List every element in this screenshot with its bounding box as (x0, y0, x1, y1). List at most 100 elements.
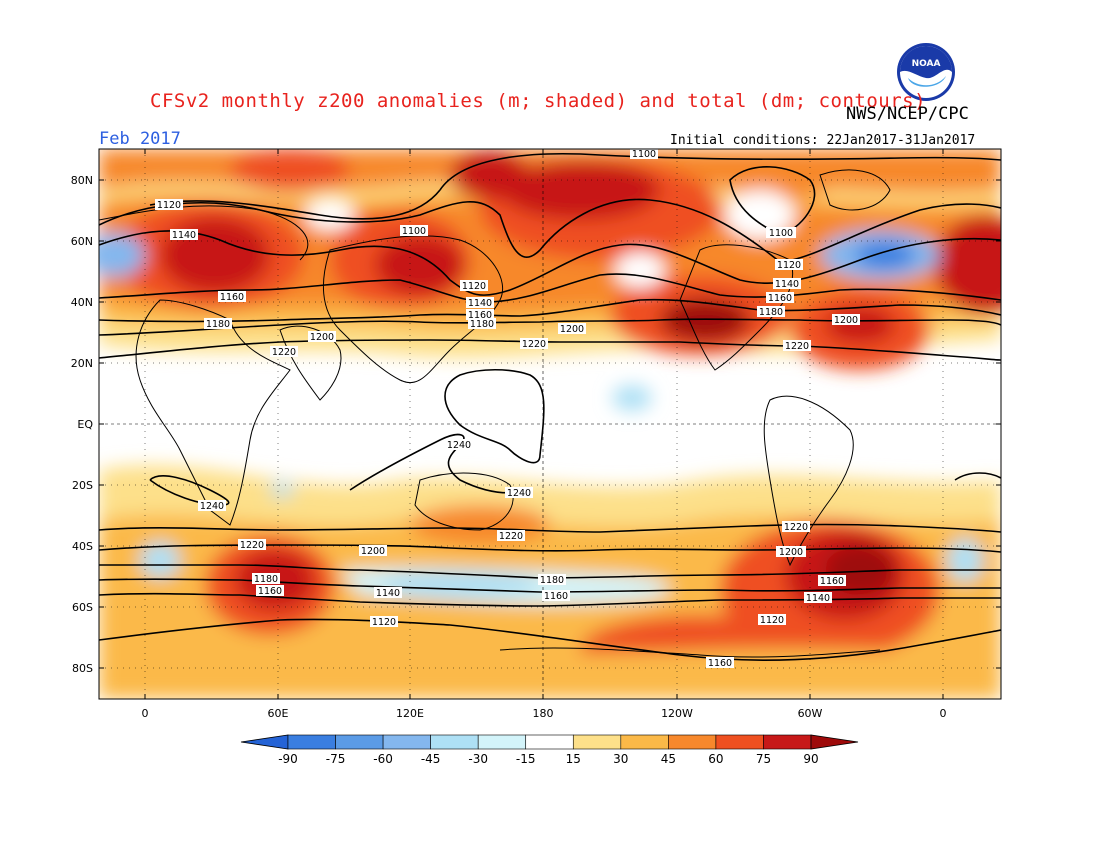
colorbar-boxes (287, 734, 812, 750)
svg-text:1160: 1160 (258, 586, 282, 597)
contour-label: 1100 (766, 227, 796, 239)
colorbar-box (335, 734, 384, 750)
contour-label: 1200 (308, 331, 336, 343)
svg-text:1100: 1100 (632, 149, 656, 160)
colorbar-box (287, 734, 336, 750)
contour-label: 1140 (374, 587, 402, 599)
svg-text:1220: 1220 (499, 531, 523, 542)
contour-label: 1140 (804, 592, 832, 604)
svg-text:1140: 1140 (172, 230, 196, 241)
svg-text:1240: 1240 (447, 440, 471, 451)
svg-text:1220: 1220 (240, 540, 264, 551)
colorbar-label: -90 (278, 752, 298, 766)
svg-text:1160: 1160 (220, 292, 244, 303)
lon-label: 0 (940, 707, 947, 720)
svg-text:1120: 1120 (777, 260, 801, 271)
contour-label: 1200 (558, 323, 586, 335)
contour-label: 1220 (270, 346, 298, 358)
contour-label: 1160 (218, 291, 246, 303)
contour-label: 1180 (757, 306, 785, 318)
colorbar-box (572, 734, 622, 750)
svg-text:1200: 1200 (779, 547, 803, 558)
svg-text:1160: 1160 (768, 293, 792, 304)
colorbar-label: 60 (708, 752, 723, 766)
lat-label: 40S (72, 540, 93, 553)
svg-text:1160: 1160 (468, 310, 492, 321)
contour-label: 1140 (466, 297, 494, 309)
contour-label: 1180 (252, 573, 280, 585)
svg-text:1200: 1200 (361, 546, 385, 557)
contour-label: 1120 (758, 614, 786, 626)
contour-label: 1100 (630, 148, 658, 160)
lat-label: 60S (72, 601, 93, 614)
contour-label: 1140 (170, 229, 198, 241)
svg-text:1140: 1140 (806, 593, 830, 604)
contour-label: 1120 (370, 616, 398, 628)
height-contours (99, 152, 1001, 661)
contour-labels: 1100 1100 1100 1120 1120 1120 1140 1140 … (155, 148, 860, 669)
organization-label: NWS/NCEP/CPC (846, 104, 969, 124)
colorbar-label: 30 (613, 752, 628, 766)
colorbar-label: -30 (468, 752, 488, 766)
svg-text:1140: 1140 (775, 279, 799, 290)
svg-text:1160: 1160 (544, 591, 568, 602)
colorbar-label: 75 (756, 752, 771, 766)
contour-label: 1220 (520, 338, 548, 350)
svg-text:1240: 1240 (507, 488, 531, 499)
svg-text:1140: 1140 (468, 298, 492, 309)
grid-lines (99, 149, 1001, 699)
contour-label: 1240 (505, 487, 533, 499)
contour-label: 1200 (359, 545, 387, 557)
contour-label: 1220 (238, 539, 266, 551)
lat-label: 80N (71, 174, 93, 187)
colorbar-box (763, 734, 812, 750)
grid-dots (99, 149, 1001, 699)
svg-text:1200: 1200 (310, 332, 334, 343)
contour-label: 1220 (783, 340, 811, 352)
contour-label: 1120 (460, 280, 488, 292)
lat-labels: 80N 60N 40N 20N EQ 20S 40S 60S 80S (71, 174, 94, 675)
svg-text:1160: 1160 (708, 658, 732, 669)
colorbar-label: -75 (326, 752, 346, 766)
contour-label: 1240 (445, 439, 473, 451)
lat-label: EQ (77, 418, 93, 431)
svg-text:1120: 1120 (462, 281, 486, 292)
lat-axis (99, 179, 1001, 669)
contour-label: 1220 (782, 521, 810, 533)
colorbar: -90 -75 -60 -45 -30 -15 15 30 45 60 75 90 (240, 734, 859, 766)
contour-label: 1180 (468, 318, 496, 330)
initial-conditions: Initial conditions: 22Jan2017-31Jan2017 (670, 133, 976, 148)
svg-text:1120: 1120 (760, 615, 784, 626)
lon-label: 120E (396, 707, 424, 720)
colorbar-box (715, 734, 764, 750)
colorbar-labels: -90 -75 -60 -45 -30 -15 15 30 45 60 75 90 (278, 752, 818, 766)
svg-text:1220: 1220 (272, 347, 296, 358)
svg-text:1140: 1140 (376, 588, 400, 599)
lon-label: 60W (798, 707, 823, 720)
contour-label: 1160 (706, 657, 734, 669)
svg-text:1240: 1240 (200, 501, 224, 512)
contour-label: 1120 (775, 259, 803, 271)
contour-label: 1180 (204, 318, 232, 330)
colorbar-label: 90 (803, 752, 818, 766)
svg-text:NOAA: NOAA (912, 59, 941, 69)
lon-label: 0 (142, 707, 149, 720)
svg-text:1200: 1200 (560, 324, 584, 335)
colorbar-arrow-right (810, 734, 859, 750)
lat-label: 40N (71, 296, 93, 309)
contour-label: 1160 (542, 590, 570, 602)
svg-text:1100: 1100 (402, 226, 426, 237)
colorbar-label: -45 (421, 752, 441, 766)
svg-text:1180: 1180 (470, 319, 494, 330)
contour-label: 1120 (155, 199, 183, 211)
svg-text:1120: 1120 (372, 617, 396, 628)
contour-label: 1180 (538, 574, 566, 586)
colorbar-label: 45 (661, 752, 676, 766)
colorbar-arrow-left (240, 734, 289, 750)
colorbar-label: -15 (516, 752, 536, 766)
colorbar-box (668, 734, 717, 750)
contour-label: 1160 (256, 585, 284, 597)
contour-label: 1200 (776, 546, 806, 558)
lat-label: 20N (71, 357, 93, 370)
